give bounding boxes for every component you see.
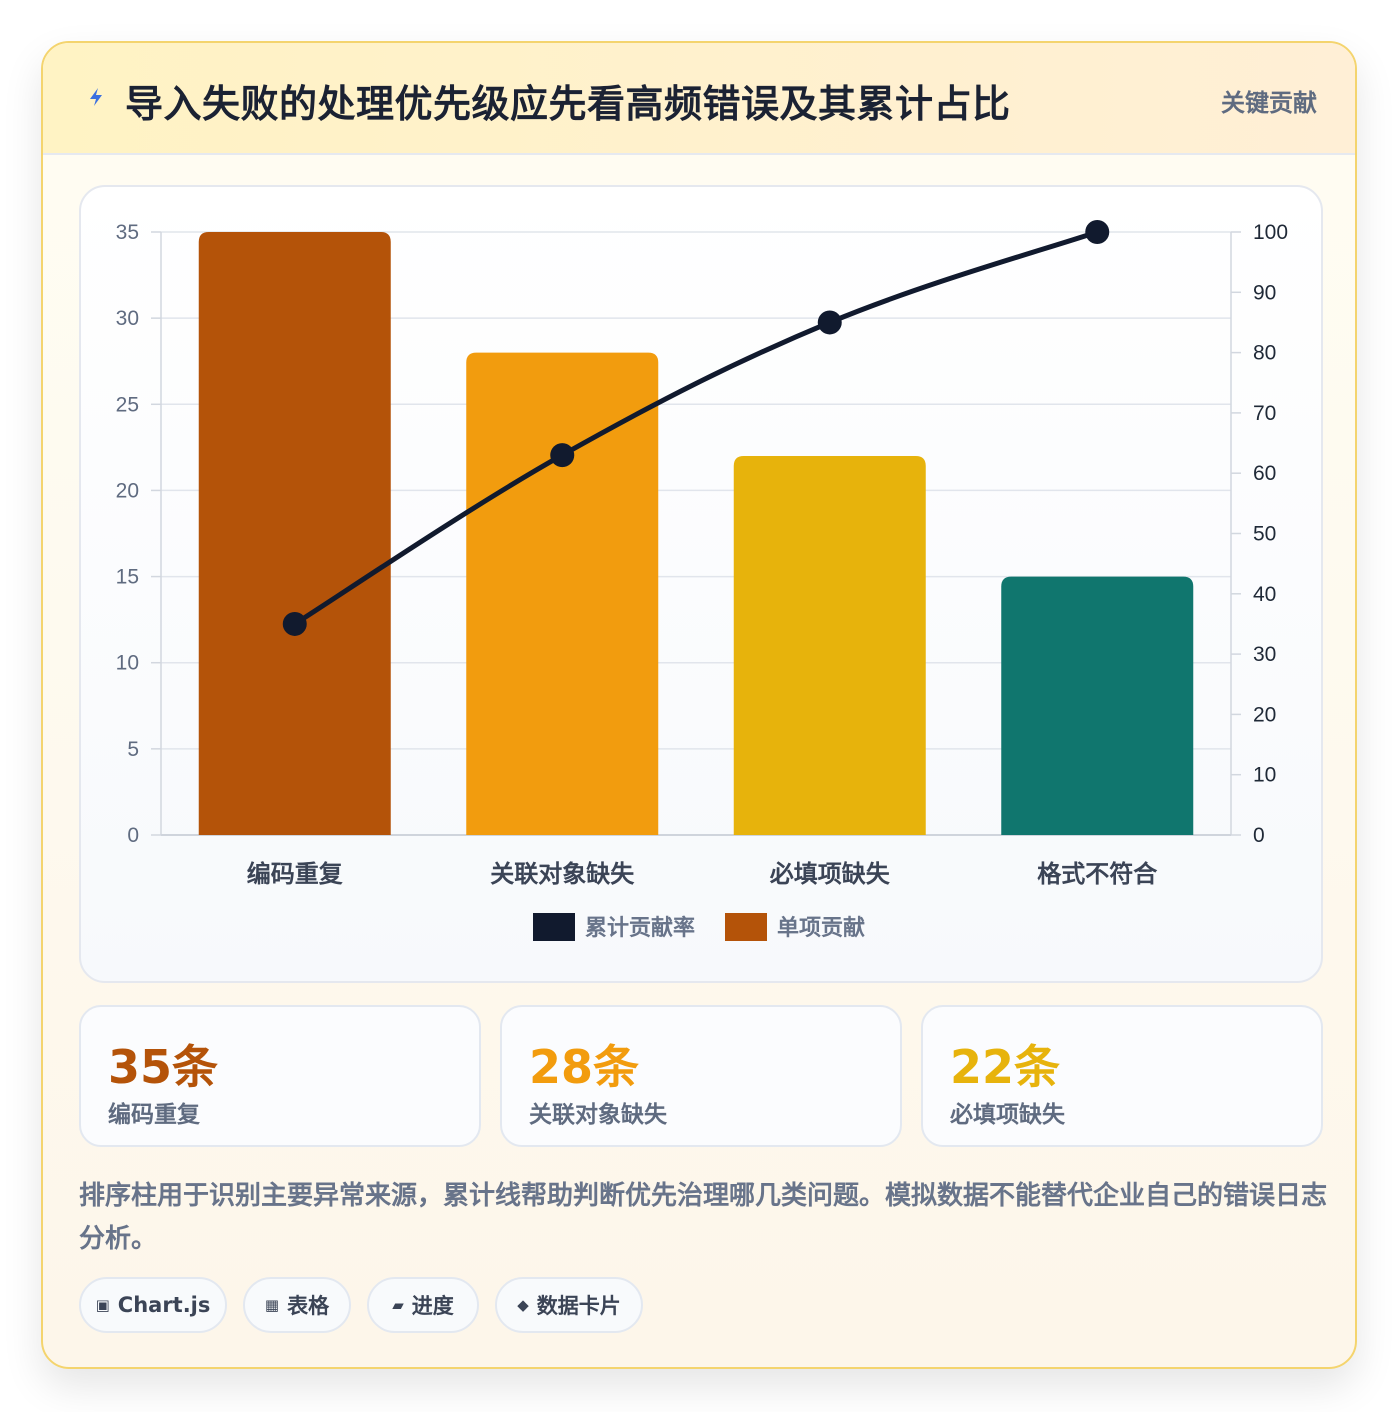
x-tick-label: 格式不符合 bbox=[1037, 860, 1158, 888]
cumulative-line bbox=[293, 229, 1099, 627]
y-left-tick-label: 10 bbox=[116, 652, 139, 675]
y-left-tick-label: 0 bbox=[127, 824, 139, 847]
bar-1 bbox=[198, 232, 391, 835]
chart-canvas: 0 5 10 15 20 25 30 35 0 10 20 30 40 50 60 70 80 90 100 编码重复… bbox=[116, 220, 1288, 941]
progress-icon: ▰ bbox=[392, 1296, 404, 1314]
card-icon: ◆ bbox=[517, 1296, 529, 1314]
bar-2 bbox=[466, 352, 659, 835]
cumulative-point-3 bbox=[817, 310, 842, 335]
stat-label: 关联对象缺失 bbox=[529, 1102, 667, 1128]
y-right-tick-label: 0 bbox=[1253, 824, 1265, 847]
key-contribution-badge: 关键贡献 bbox=[1221, 89, 1317, 117]
x-tick-label: 必填项缺失 bbox=[770, 860, 891, 888]
x-tick-label: 编码重复 bbox=[247, 860, 344, 888]
tag-chartjs[interactable]: ▣ Chart.js bbox=[79, 1277, 227, 1333]
stat-card-2: 28条 关联对象缺失 bbox=[500, 1005, 902, 1147]
y-left-tick-label: 15 bbox=[116, 566, 139, 589]
y-right-tick-label: 90 bbox=[1253, 281, 1276, 304]
y-right-tick-label: 40 bbox=[1253, 583, 1276, 606]
y-right-tick-label: 100 bbox=[1253, 221, 1288, 244]
legend-label: 单项贡献 bbox=[777, 915, 865, 941]
x-tick-label: 关联对象缺失 bbox=[490, 860, 635, 888]
tag-label: 数据卡片 bbox=[536, 1294, 621, 1318]
tag-table[interactable]: ▦ 表格 bbox=[243, 1277, 351, 1333]
y-left-tick-label: 20 bbox=[116, 479, 139, 502]
y-left-tick-label: 35 bbox=[116, 221, 139, 244]
tag-label: 进度 bbox=[411, 1294, 454, 1318]
stat-value: 35条 bbox=[108, 1040, 219, 1094]
y-right-tick-label: 10 bbox=[1253, 764, 1276, 787]
pareto-chart: 0 5 10 15 20 25 30 35 0 10 20 30 40 50 60 70 80 90 100 编码重复… bbox=[79, 185, 1323, 983]
y-left-tick-label: 5 bbox=[127, 738, 139, 761]
y-right-tick-label: 70 bbox=[1253, 402, 1276, 425]
y-right-tick-label: 50 bbox=[1253, 523, 1276, 546]
y-right-tick-label: 20 bbox=[1253, 703, 1276, 726]
bar-4 bbox=[1001, 576, 1194, 835]
y-right-tick-label: 30 bbox=[1253, 643, 1276, 666]
cumulative-point-4 bbox=[1085, 220, 1110, 244]
y-right-tick-label: 60 bbox=[1253, 462, 1276, 485]
tag-label: 表格 bbox=[287, 1294, 330, 1318]
page-title: 导入失败的处理优先级应先看高频错误及其累计占比 bbox=[125, 82, 1011, 126]
legend-swatch bbox=[725, 913, 767, 941]
stat-value: 22条 bbox=[950, 1040, 1061, 1094]
y-left-tick-label: 25 bbox=[116, 393, 139, 416]
stat-card-1: 35条 编码重复 bbox=[79, 1005, 481, 1147]
lightning-icon bbox=[90, 88, 102, 106]
y-left-tick-label: 30 bbox=[116, 307, 139, 330]
cumulative-point-2 bbox=[550, 443, 575, 468]
cumulative-point-1 bbox=[282, 611, 307, 636]
stat-label: 必填项缺失 bbox=[950, 1102, 1065, 1128]
stat-value: 28条 bbox=[529, 1040, 640, 1094]
tag-label: Chart.js bbox=[117, 1293, 211, 1317]
table-icon: ▦ bbox=[264, 1296, 280, 1314]
chart-description: 排序柱用于识别主要异常来源，累计线帮助判断优先治理哪几类问题。模拟数据不能替代企… bbox=[79, 1181, 1328, 1254]
bar-3 bbox=[733, 455, 926, 835]
legend-swatch bbox=[533, 913, 575, 941]
tag-progress[interactable]: ▰ 进度 bbox=[367, 1277, 479, 1333]
tag-data-card[interactable]: ◆ 数据卡片 bbox=[495, 1277, 643, 1333]
stat-card-3: 22条 必填项缺失 bbox=[921, 1005, 1323, 1147]
stat-label: 编码重复 bbox=[108, 1102, 200, 1128]
y-right-tick-label: 80 bbox=[1253, 342, 1276, 365]
card-header: 导入失败的处理优先级应先看高频错误及其累计占比 关键贡献 bbox=[43, 43, 1355, 155]
chart-icon: ▣ bbox=[95, 1296, 110, 1314]
legend-label: 累计贡献率 bbox=[585, 915, 695, 941]
chart-card: 导入失败的处理优先级应先看高频错误及其累计占比 关键贡献 0 5 10 15 20 25 3… bbox=[41, 41, 1357, 1369]
